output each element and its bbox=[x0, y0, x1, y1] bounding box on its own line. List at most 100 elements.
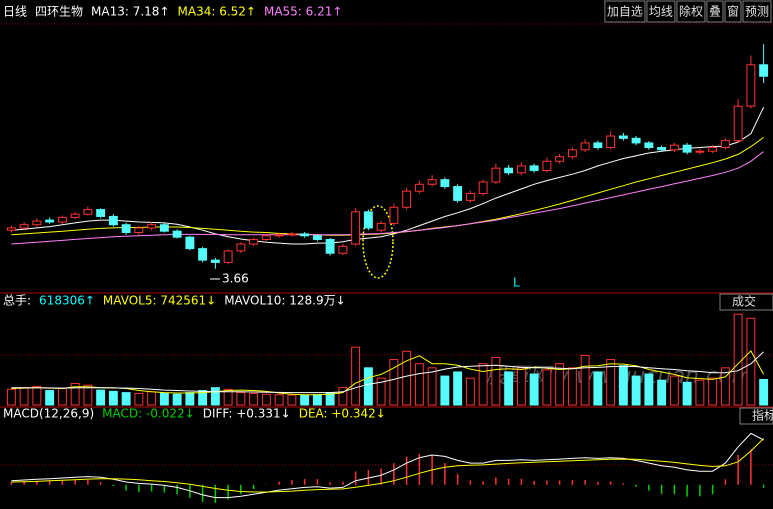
low-label: 3.66 bbox=[222, 272, 249, 286]
toolbar-button[interactable]: 窗 bbox=[727, 5, 739, 19]
candle-body bbox=[414, 183, 424, 192]
candle-body bbox=[312, 235, 322, 240]
legend-entry: MAVOL10: 128.9万↓ bbox=[224, 294, 345, 308]
volume-bar bbox=[236, 392, 246, 406]
volume-bar bbox=[172, 393, 182, 406]
toolbar-button-frame[interactable] bbox=[706, 0, 724, 23]
toolbar-button-frame[interactable] bbox=[676, 0, 706, 23]
candle-body bbox=[351, 211, 361, 245]
candle-body bbox=[542, 160, 552, 171]
volume-bar bbox=[491, 357, 501, 406]
volume-bar bbox=[542, 369, 552, 406]
volume-bar bbox=[631, 375, 641, 406]
volume-bar bbox=[185, 392, 195, 406]
candle-body bbox=[618, 135, 628, 139]
candle-body bbox=[759, 64, 769, 77]
candle-body bbox=[287, 233, 297, 236]
indicator-line bbox=[11, 351, 764, 394]
volume-bar bbox=[198, 390, 208, 406]
candle-body bbox=[491, 167, 501, 183]
toolbar-button[interactable]: 预测 bbox=[745, 5, 769, 19]
pane-tab-label[interactable]: 指标 bbox=[752, 408, 773, 423]
candle-body bbox=[261, 235, 271, 240]
candle-body bbox=[83, 209, 93, 215]
highlight-ellipse bbox=[362, 205, 394, 279]
volume-bar bbox=[159, 392, 169, 406]
volume-bar bbox=[606, 359, 616, 406]
indicator-line bbox=[11, 151, 764, 245]
volume-bar bbox=[555, 363, 565, 406]
volume-bar bbox=[414, 363, 424, 406]
toolbar-button-frame[interactable] bbox=[604, 0, 646, 23]
toolbar-button[interactable]: 叠 bbox=[709, 5, 721, 19]
candle-body bbox=[720, 140, 730, 149]
candle-body bbox=[19, 224, 29, 229]
volume-bar bbox=[580, 354, 590, 406]
candle-body bbox=[504, 167, 514, 174]
volume-bar bbox=[644, 373, 654, 406]
indicator-line bbox=[11, 432, 764, 499]
pane-tab[interactable] bbox=[719, 293, 773, 311]
candle-body bbox=[121, 224, 131, 234]
candle-body bbox=[185, 236, 195, 250]
volume-bar bbox=[45, 390, 55, 406]
candle-body bbox=[376, 222, 386, 231]
volume-bar bbox=[108, 390, 118, 406]
volume-bar bbox=[402, 350, 412, 406]
candle-body bbox=[606, 135, 616, 149]
indicator-label: MACD(12,26,9) bbox=[3, 407, 94, 421]
candle-body bbox=[580, 142, 590, 151]
candle-body bbox=[70, 213, 80, 218]
volume-bar bbox=[746, 317, 756, 406]
candle-body bbox=[708, 147, 718, 152]
toolbar-button-frame[interactable] bbox=[742, 0, 772, 23]
candle-body bbox=[440, 179, 450, 188]
legend-entry: DIFF: +0.331↓ bbox=[203, 407, 291, 421]
candle-body bbox=[465, 192, 475, 201]
toolbar-button-frame[interactable] bbox=[646, 0, 676, 23]
legend-entry: MA13: 7.18↑ bbox=[91, 5, 169, 19]
candle-body bbox=[45, 219, 55, 223]
volume-bar bbox=[376, 377, 386, 406]
candle-body bbox=[325, 238, 335, 254]
candle-body bbox=[695, 150, 705, 153]
volume-bar bbox=[121, 392, 131, 406]
volume-bar bbox=[759, 378, 769, 406]
toolbar-button[interactable]: 加自选 bbox=[607, 5, 643, 19]
candle-body bbox=[32, 220, 42, 226]
candle-body bbox=[478, 181, 488, 194]
signal-marker: L bbox=[513, 276, 520, 290]
toolbar-button-frame[interactable] bbox=[724, 0, 742, 23]
pane-tab-label[interactable]: 成交 bbox=[732, 294, 756, 309]
volume-bar bbox=[478, 363, 488, 406]
toolbar-button[interactable]: 除权 bbox=[679, 4, 703, 19]
candle-body bbox=[96, 209, 106, 217]
candle-body bbox=[210, 259, 220, 263]
legend-entry: DEA: +0.342↓ bbox=[299, 407, 386, 421]
volume-bar bbox=[32, 385, 42, 406]
candle-body bbox=[555, 156, 565, 162]
volume-bar bbox=[338, 387, 348, 406]
candle-body bbox=[567, 149, 577, 158]
candle-body bbox=[159, 224, 169, 232]
candle-body bbox=[236, 243, 246, 252]
pane-tab[interactable] bbox=[739, 407, 773, 425]
volume-bar bbox=[695, 379, 705, 406]
toolbar-button[interactable]: 均线 bbox=[649, 5, 673, 19]
volume-bar bbox=[249, 392, 259, 406]
candle-body bbox=[631, 137, 641, 144]
candle-body bbox=[516, 165, 526, 174]
volume-bar bbox=[57, 387, 67, 406]
candle-body bbox=[172, 230, 182, 238]
candle-body bbox=[300, 233, 310, 237]
volume-bar bbox=[287, 394, 297, 406]
volume-bar bbox=[593, 371, 603, 406]
candle-body bbox=[274, 234, 284, 237]
candle-body bbox=[198, 248, 208, 261]
indicator-line bbox=[11, 106, 765, 245]
volume-bar bbox=[516, 367, 526, 406]
stock-name: 四环生物 bbox=[35, 5, 83, 19]
candle-body bbox=[6, 227, 16, 231]
volume-bar bbox=[720, 367, 730, 406]
candle-body bbox=[746, 64, 756, 107]
